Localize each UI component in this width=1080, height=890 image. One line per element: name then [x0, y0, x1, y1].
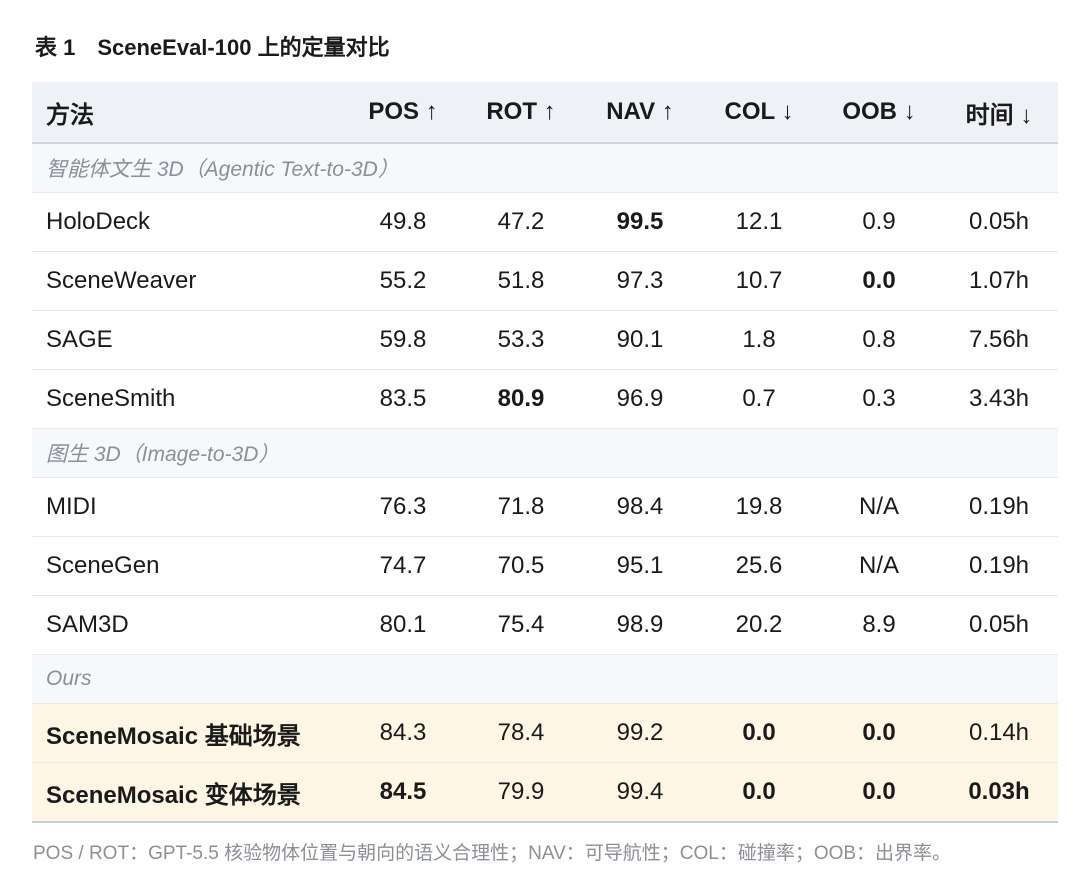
table-cell: 19.8 — [700, 477, 818, 537]
table-cell: 20.2 — [700, 595, 818, 655]
table-row: SceneGen 74.7 70.5 95.1 25.6 N/A 0.19h — [32, 536, 1058, 596]
table-cell: 55.2 — [344, 251, 462, 311]
table-cell: 0.0 — [818, 762, 940, 823]
header-cell: POS ↑ — [344, 82, 462, 144]
table-cell: SAGE — [32, 310, 344, 370]
table-cell: 98.9 — [580, 595, 700, 655]
table-cell: 12.1 — [700, 192, 818, 252]
table-cell: 71.8 — [462, 477, 580, 537]
table-cell: 80.9 — [462, 369, 580, 429]
table-row: 方法 POS ↑ ROT ↑ NAV ↑ COL ↓ OOB ↓ 时间 ↓ — [32, 82, 1058, 144]
table-cell: 0.0 — [818, 251, 940, 311]
header-cell: COL ↓ — [700, 82, 818, 144]
table-cell: 0.0 — [700, 703, 818, 763]
table-cell: 51.8 — [462, 251, 580, 311]
table-row: SceneMosaic 变体场景 84.5 79.9 99.4 0.0 0.0 0.03h — [32, 762, 1058, 823]
table-cell: SceneWeaver — [32, 251, 344, 311]
table-cell: 0.9 — [818, 192, 940, 252]
table-cell: MIDI — [32, 477, 344, 537]
header-cell: 时间 ↓ — [940, 82, 1058, 144]
group-label: 图生 3D（Image-to-3D） — [32, 428, 1058, 478]
table-cell: 0.0 — [700, 762, 818, 823]
table-cell: 95.1 — [580, 536, 700, 596]
table-cell: 0.05h — [940, 192, 1058, 252]
table-cell: 10.7 — [700, 251, 818, 311]
table-row: SAM3D 80.1 75.4 98.9 20.2 8.9 0.05h — [32, 595, 1058, 655]
table-cell: 76.3 — [344, 477, 462, 537]
table-cell: 99.4 — [580, 762, 700, 823]
table-cell: 8.9 — [818, 595, 940, 655]
table-cell: N/A — [818, 477, 940, 537]
table-row: Ours — [32, 654, 1058, 704]
table-cell: 96.9 — [580, 369, 700, 429]
table-cell: SAM3D — [32, 595, 344, 655]
table-cell: 84.3 — [344, 703, 462, 763]
table-cell: 98.4 — [580, 477, 700, 537]
table-cell: 59.8 — [344, 310, 462, 370]
results-table: 方法 POS ↑ ROT ↑ NAV ↑ COL ↓ OOB ↓ 时间 ↓ 智能体文生 3D… — [32, 82, 1058, 823]
table-row: HoloDeck 49.8 47.2 99.5 12.1 0.9 0.05h — [32, 192, 1058, 252]
header-cell: ROT ↑ — [462, 82, 580, 144]
table-row: 图生 3D（Image-to-3D） — [32, 428, 1058, 478]
table-cell: 83.5 — [344, 369, 462, 429]
table-cell: SceneGen — [32, 536, 344, 596]
table-cell: 0.14h — [940, 703, 1058, 763]
table-row: MIDI 76.3 71.8 98.4 19.8 N/A 0.19h — [32, 477, 1058, 537]
table-row: SceneWeaver 55.2 51.8 97.3 10.7 0.0 1.07h — [32, 251, 1058, 311]
table-cell: 80.1 — [344, 595, 462, 655]
table-cell: SceneMosaic 基础场景 — [32, 703, 344, 763]
table-cell: SceneMosaic 变体场景 — [32, 762, 344, 823]
group-label: 智能体文生 3D（Agentic Text-to-3D） — [32, 143, 1058, 193]
table-cell: 0.19h — [940, 536, 1058, 596]
table-cell: 78.4 — [462, 703, 580, 763]
table-cell: 90.1 — [580, 310, 700, 370]
table-cell: 1.07h — [940, 251, 1058, 311]
header-cell: 方法 — [32, 82, 344, 144]
table-cell: 0.7 — [700, 369, 818, 429]
table-cell: HoloDeck — [32, 192, 344, 252]
table-cell: 1.8 — [700, 310, 818, 370]
header-cell: OOB ↓ — [818, 82, 940, 144]
table-cell: N/A — [818, 536, 940, 596]
table-cell: 0.19h — [940, 477, 1058, 537]
table-cell: 3.43h — [940, 369, 1058, 429]
table-cell: 53.3 — [462, 310, 580, 370]
table-row: SAGE 59.8 53.3 90.1 1.8 0.8 7.56h — [32, 310, 1058, 370]
table-cell: 74.7 — [344, 536, 462, 596]
table-cell: 99.5 — [580, 192, 700, 252]
table-cell: 84.5 — [344, 762, 462, 823]
table-cell: 25.6 — [700, 536, 818, 596]
footnote: POS / ROT：GPT-5.5 核验物体位置与朝向的语义合理性；NAV：可导… — [33, 843, 952, 864]
table-cell: 70.5 — [462, 536, 580, 596]
table-row: SceneSmith 83.5 80.9 96.9 0.7 0.3 3.43h — [32, 369, 1058, 429]
group-label: Ours — [32, 654, 1058, 704]
table-cell: 0.03h — [940, 762, 1058, 823]
table-cell: SceneSmith — [32, 369, 344, 429]
table-row: 智能体文生 3D（Agentic Text-to-3D） — [32, 143, 1058, 193]
caption: 表 1 SceneEval-100 上的定量对比 — [35, 35, 390, 60]
table-row: SceneMosaic 基础场景 84.3 78.4 99.2 0.0 0.0 0.14h — [32, 703, 1058, 763]
table-cell: 0.05h — [940, 595, 1058, 655]
table-cell: 97.3 — [580, 251, 700, 311]
header-cell: NAV ↑ — [580, 82, 700, 144]
table-cell: 99.2 — [580, 703, 700, 763]
table-cell: 0.8 — [818, 310, 940, 370]
table-cell: 79.9 — [462, 762, 580, 823]
table-cell: 49.8 — [344, 192, 462, 252]
table-cell: 47.2 — [462, 192, 580, 252]
table-cell: 7.56h — [940, 310, 1058, 370]
table-cell: 75.4 — [462, 595, 580, 655]
table-cell: 0.0 — [818, 703, 940, 763]
table-cell: 0.3 — [818, 369, 940, 429]
